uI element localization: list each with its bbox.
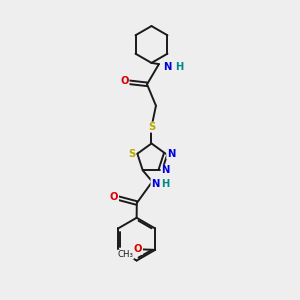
Text: H: H <box>161 179 170 189</box>
Text: N: N <box>161 165 170 175</box>
Text: N: N <box>151 179 159 189</box>
Text: H: H <box>175 62 184 72</box>
Text: O: O <box>110 192 118 202</box>
Text: N: N <box>164 62 172 72</box>
Text: S: S <box>128 149 136 159</box>
Text: O: O <box>134 244 142 254</box>
Text: S: S <box>148 122 155 132</box>
Text: CH₃: CH₃ <box>117 250 134 259</box>
Text: O: O <box>121 76 129 86</box>
Text: N: N <box>167 149 175 159</box>
